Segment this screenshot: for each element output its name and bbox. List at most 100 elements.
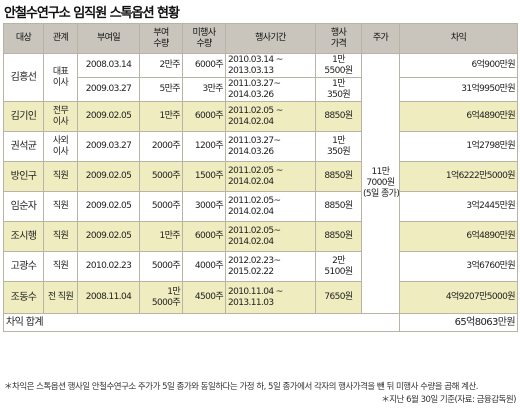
period-line: 2011.02.05 ~ [228,165,283,176]
period-line: 2013.03.13 [228,65,274,76]
cell-gain: 6억900만원 [399,53,518,78]
cell-name: 방인구 [3,161,44,192]
cell-exercise-period: 2011.02.05 ~2014.02.04 [225,101,316,132]
table-row: 조시행 직원 2009.02.05 1만주 6000주 2011.02.05~ 2014.0… [3,221,518,252]
cell-name: 고광수 [3,251,44,282]
table-row: 김홍선 대표 이사 2008.03.14 2만주 6000주 2010.03.14 ~201… [3,53,518,314]
cell-unexercised-qty: 4000주 [182,251,226,282]
table-row: 2009.03.27 5만주 3만주 2011.03.27~ 2014.03.26 1만 3… [4,77,518,102]
cell-grant-date: 2010.02.23 [77,251,140,282]
cell-exercise-price: 1만 350원 [315,131,362,162]
cell-relation: 대표 이사 [43,53,78,102]
period-line: 2014.02.04 [228,116,274,127]
table-row: 방인구 직원 2009.02.05 5000주 1500주 2011.02.05 ~201… [3,161,518,192]
column-header-4: 미행사 수량 [182,23,226,54]
cell-grant-qty: 2000주 [139,131,183,162]
cell-grant-date: 2009.02.05 [77,191,140,222]
period-line: 2010.11.04 ~ [228,286,283,297]
table-row: 고광수 직원 2010.02.23 5000주 4000주 2012.02.23~ 2015… [3,251,518,282]
cell-exercise-price: 8850원 [315,161,362,192]
cell-gain: 3억2445만원 [399,191,518,222]
period-line: 2011.03.27~ [228,135,281,146]
cell-relation: 직원 [43,251,78,282]
column-header-6: 행사 가격 [315,23,362,54]
period-line: 2014.03.26 [228,146,274,157]
cell-relation: 사외 이사 [43,131,78,162]
cell-name: 김기인 [3,101,44,132]
table-row: 조동수 전 직원 2008.11.04 1만 5000주 4500주 2010.11.04 … [3,281,518,314]
cell-name: 조시행 [3,221,44,252]
cell-gain: 4억9207만5000원 [399,281,518,314]
cell-unexercised-qty: 3000주 [182,191,226,222]
column-header-2: 부여일 [77,23,140,54]
cell-gain: 6억4890만원 [399,221,518,252]
cell-unexercised-qty: 6000주 [182,221,226,252]
cell-grant-qty: 5만주 [139,77,183,102]
period-line: 2014.02.04 [228,236,274,247]
table-header-row: 대상 관계 부여일 부여 수량 미행사 수량 행사기간 행사 가격 주가 차익 [3,23,518,54]
cell-unexercised-qty: 1200주 [182,131,226,162]
period-line: 2011.02.05~ [228,195,281,206]
total-value: 65억8063만원 [399,313,518,332]
cell-name: 임순자 [3,191,44,222]
cell-exercise-price: 8850원 [315,221,362,252]
cell-gain: 3억6760만원 [399,251,518,282]
cell-relation: 전무 이사 [43,101,78,132]
cell-grant-qty: 5000주 [139,251,183,282]
cell-exercise-price: 8850원 [315,191,362,222]
table-row: 임순자 직원 2009.02.05 5000주 3000주 2011.02.05~ 2014… [3,191,518,222]
cell-grant-qty: 5000주 [139,161,183,192]
footnote-calculation: ＊차익은 스톡옵션 행사일 안철수연구소 주가가 5일 종가와 동일하다는 가정… [4,382,478,392]
cell-grant-qty: 5000주 [139,191,183,222]
cell-exercise-price: 2만 5100원 [315,251,362,282]
footnote: ＊차익은 스톡옵션 행사일 안철수연구소 주가가 5일 종가와 동일하다는 가정… [4,381,517,407]
cell-grant-date: 2009.02.05 [77,101,140,132]
column-header-0: 대상 [3,23,44,54]
period-line: 2011.02.05~ [228,225,281,236]
cell-grant-qty: 1만주 [139,101,183,132]
cell-gain: 1억6222만5000원 [399,161,518,192]
cell-relation: 전 직원 [43,281,78,314]
cell-grant-qty: 1만 5000주 [139,281,183,314]
cell-relation: 직원 [43,191,78,222]
cell-grant-qty: 2만주 [139,53,183,78]
total-label: 차익 합계 [3,313,400,332]
period-line: 2014.03.26 [228,89,274,100]
cell-exercise-price: 8850원 [315,101,362,132]
period-line: 2011.02.05 ~ [228,105,283,116]
cell-unexercised-qty: 4500주 [182,281,226,314]
cell-grant-date: 2009.03.27 [77,131,140,162]
page-title: 안철수연구소 임직원 스톡옵션 현황 [4,6,180,21]
total-row: 차익 합계 65억8063만원 [3,313,518,332]
table-row: 김기인 전무 이사 2009.02.05 1만주 6000주 2011.02.05 ~201… [3,101,518,132]
cell-exercise-period: 2012.02.23~ 2015.02.22 [225,251,316,282]
cell-name: 김홍선 [3,53,44,102]
period-line: 2012.02.23~ [228,255,281,266]
cell-exercise-period: 2010.03.14 ~2013.03.13 [225,53,316,78]
column-header-1: 관계 [43,23,78,54]
cell-name: 권석균 [3,131,44,162]
period-line: 2010.03.14 ~ [228,54,283,65]
cell-name: 조동수 [3,281,44,314]
cell-grant-date: 2009.02.05 [77,161,140,192]
cell-relation: 직원 [43,161,78,192]
cell-exercise-period: 2011.02.05~ 2014.02.04 [225,221,316,252]
cell-exercise-period: 2011.03.27~ 2014.03.26 [225,131,316,162]
cell-grant-date: 2009.02.05 [77,221,140,252]
table-row: 권석균 사외 이사 2009.03.27 2000주 1200주 2011.03.27~ 20… [3,131,518,162]
period-line: 2013.11.03 [228,297,274,308]
cell-unexercised-qty: 6000주 [182,101,226,132]
column-header-3: 부여 수량 [139,23,183,54]
cell-exercise-period: 2011.02.05 ~2014.02.04 [225,161,316,192]
cell-unexercised-qty: 3만주 [182,77,226,102]
cell-exercise-price: 7650원 [315,281,362,314]
column-header-8: 차익 [399,23,518,54]
column-header-5: 행사기간 [225,23,316,54]
cell-exercise-price: 1만 350원 [315,77,362,102]
cell-unexercised-qty: 1500주 [182,161,226,192]
period-line: 2014.02.04 [228,176,274,187]
footnote-source: ＊지난 6월 30일 기준(자료: 금융감독원) [381,395,516,405]
cell-gain: 1억2798만원 [399,131,518,162]
cell-exercise-price: 1만 5500원 [315,53,362,78]
cell-grant-date: 2008.11.04 [77,281,140,314]
